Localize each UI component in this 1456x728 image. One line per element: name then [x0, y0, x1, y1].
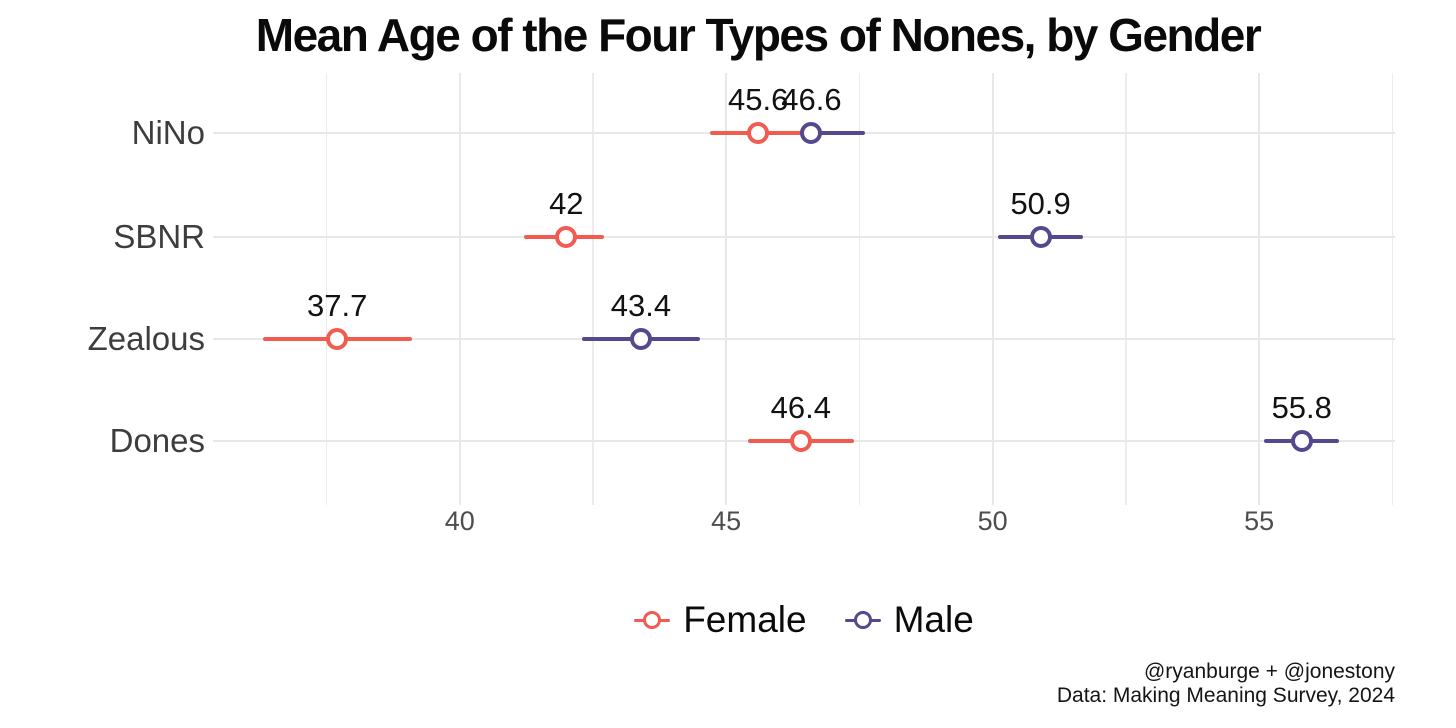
y-label-dones: Dones	[109, 422, 205, 459]
value-label-male-sbnr: 50.9	[1010, 186, 1071, 221]
y-label-sbnr: SBNR	[113, 218, 205, 255]
point-female-dones	[789, 430, 812, 452]
x-tick-45: 45	[711, 506, 742, 536]
y-label-nino: NiNo	[131, 114, 205, 151]
gridline-y-zealous	[213, 338, 1395, 340]
caption-source: Data: Making Meaning Survey, 2024	[1056, 684, 1395, 707]
gridline-x-minor-47.5	[858, 73, 861, 505]
value-label-female-zealous: 37.7	[306, 288, 368, 323]
value-label-male-dones: 55.8	[1271, 390, 1332, 425]
y-label-zealous: Zealous	[87, 320, 205, 357]
x-tick-40: 40	[444, 506, 475, 536]
legend-item-female: Female	[634, 599, 807, 641]
legend-label-male: Male	[893, 599, 974, 640]
point-male-zealous	[629, 328, 652, 350]
legend-label-female: Female	[683, 599, 807, 640]
gridline-x-minor-57.5	[1391, 73, 1394, 505]
legend-pointrange-icon	[634, 609, 671, 631]
value-label-female-sbnr: 42	[549, 186, 584, 221]
gridline-y-sbnr	[213, 236, 1395, 238]
point-male-nino	[800, 122, 823, 144]
point-male-sbnr	[1029, 226, 1052, 248]
point-male-dones	[1290, 430, 1313, 452]
legend: Female Male	[213, 594, 1395, 646]
gridline-x-minor-37.5	[325, 73, 328, 505]
x-tick-55: 55	[1244, 506, 1275, 536]
value-label-female-nino: 45.6	[727, 82, 789, 117]
gridline-x-50	[991, 73, 994, 505]
caption-authors: @ryanburge + @jonestony	[1143, 660, 1395, 683]
gridline-x-40	[458, 73, 461, 505]
point-female-nino	[747, 122, 770, 144]
gridline-x-minor-52.5	[1125, 73, 1127, 505]
caption: @ryanburge + @jonestony Data: Making Mea…	[1057, 660, 1395, 708]
point-female-sbnr	[555, 226, 578, 248]
legend-item-male: Male	[844, 599, 974, 641]
chart-title: Mean Age of the Four Types of Nones, by …	[255, 9, 1262, 61]
x-tick-50: 50	[977, 506, 1008, 536]
gridline-x-45	[725, 73, 728, 505]
point-female-zealous	[326, 328, 349, 350]
legend-pointrange-icon	[844, 609, 881, 631]
gridline-x-55	[1258, 73, 1261, 505]
value-label-male-nino: 46.6	[781, 82, 842, 117]
value-label-male-zealous: 43.4	[610, 288, 672, 323]
legend-circle	[853, 611, 872, 629]
legend-circle	[643, 611, 662, 629]
gridline-x-minor-42.5	[592, 73, 594, 505]
value-label-female-dones: 46.4	[770, 390, 831, 425]
